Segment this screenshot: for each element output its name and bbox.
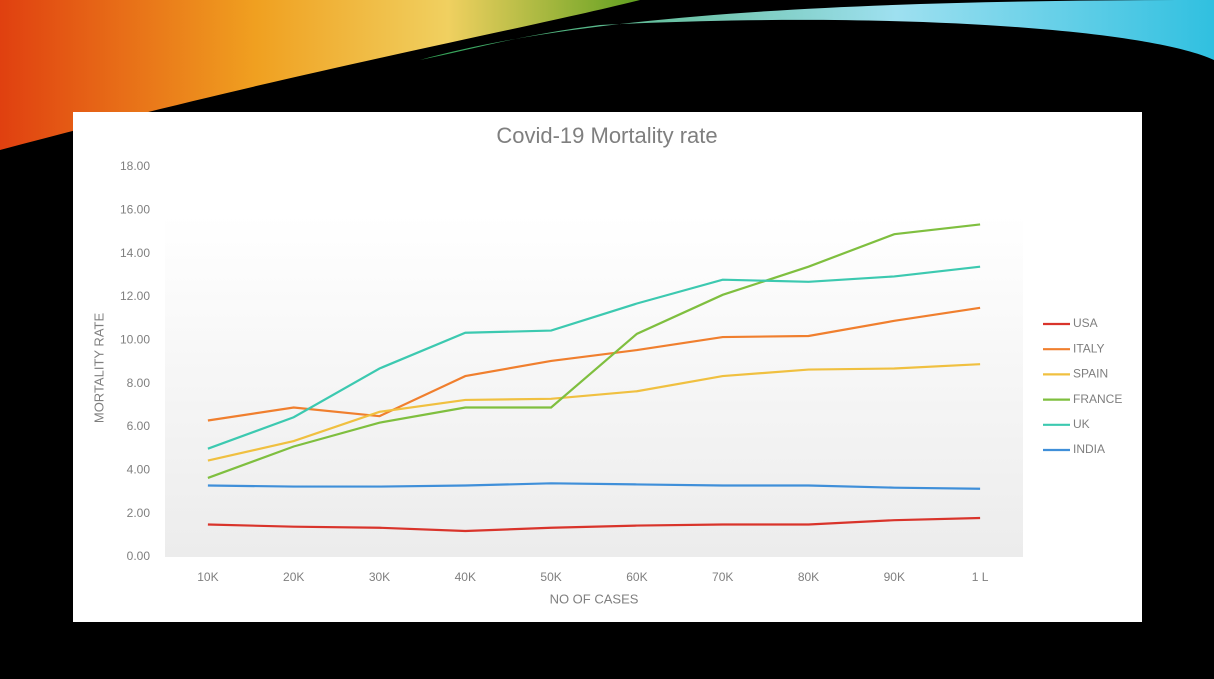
x-tick-label: 10K [197, 570, 218, 584]
x-tick-label: 90K [884, 570, 905, 584]
legend-label: UK [1073, 417, 1090, 431]
x-tick-label: 50K [540, 570, 561, 584]
y-tick-label: 8.00 [127, 376, 151, 390]
legend-label: USA [1073, 316, 1098, 330]
legend-label: FRANCE [1073, 392, 1122, 406]
y-tick-label: 0.00 [127, 549, 151, 563]
page: {"chart_data": {"type": "line", "title":… [0, 0, 1214, 679]
y-tick-label: 12.00 [120, 289, 150, 303]
y-tick-label: 6.00 [127, 419, 151, 433]
x-tick-label: 30K [369, 570, 390, 584]
x-tick-label: 60K [626, 570, 647, 584]
y-tick-label: 4.00 [127, 463, 151, 477]
slide: Covid-19 Mortality rate MORTALITY RATE N… [0, 0, 1214, 679]
y-tick-label: 14.00 [120, 246, 150, 260]
x-tick-label: 1 L [972, 570, 989, 584]
legend-label: INDIA [1073, 442, 1105, 456]
chart-title: Covid-19 Mortality rate [496, 123, 717, 148]
legend-label: ITALY [1073, 341, 1105, 355]
y-tick-label: 16.00 [120, 203, 150, 217]
y-tick-label: 10.00 [120, 333, 150, 347]
x-tick-label: 40K [455, 570, 476, 584]
x-axis-label: NO OF CASES [550, 591, 639, 606]
y-tick-label: 18.00 [120, 159, 150, 173]
x-tick-label: 80K [798, 570, 819, 584]
legend-label: SPAIN [1073, 367, 1108, 381]
y-tick-label: 2.00 [127, 506, 151, 520]
x-tick-label: 70K [712, 570, 733, 584]
x-tick-label: 20K [283, 570, 304, 584]
y-axis-label: MORTALITY RATE [91, 313, 106, 424]
plot-area [165, 215, 1023, 557]
